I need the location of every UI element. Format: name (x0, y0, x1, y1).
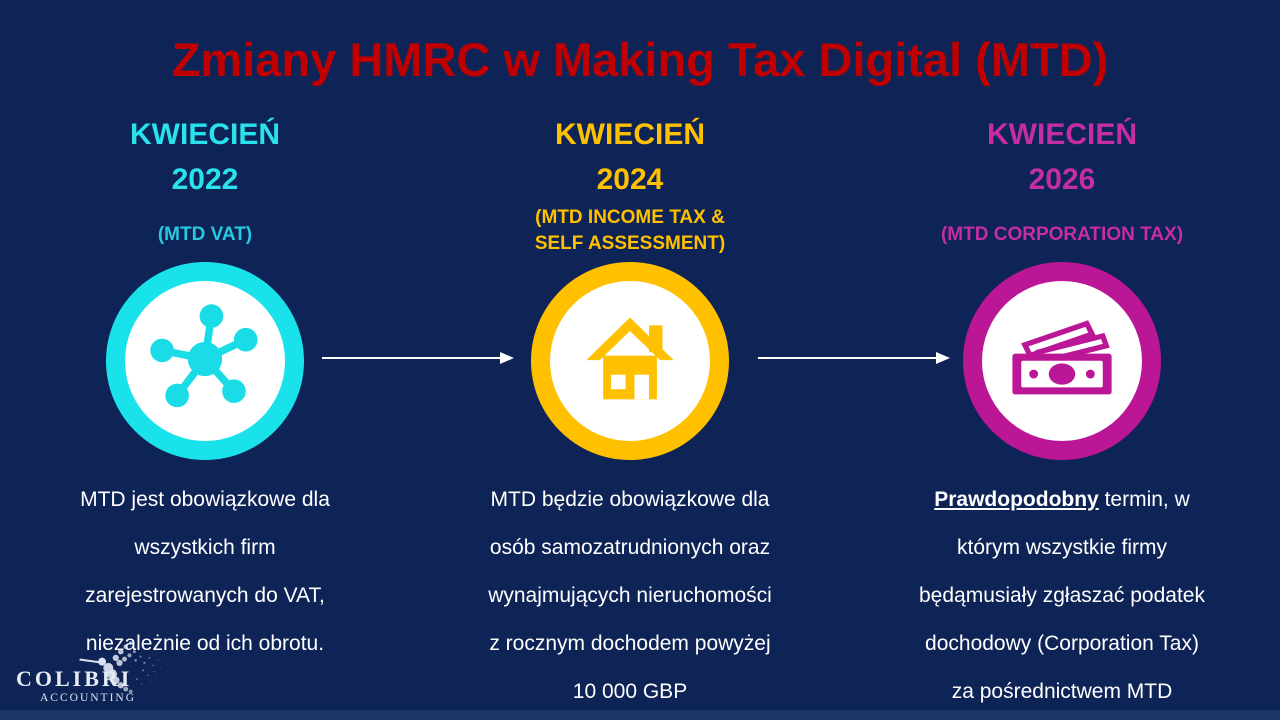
description-line: osób samozatrudnionych oraz (489, 536, 771, 559)
timeline-arrow-1 (322, 350, 514, 366)
network-hub-icon (146, 300, 264, 423)
footer-strip (0, 710, 1280, 720)
description-2022: MTD jest obowiązkowe dla wszystkich firm… (25, 476, 385, 668)
description-lead-bold: Prawdopodobny (934, 488, 1099, 511)
milestone-month: KWIECIEŃ (130, 118, 280, 151)
milestone-subtitle: (MTD CORPORATION TAX) (940, 224, 1184, 245)
description-2026: Prawdopodobny termin, w którym wszystkie… (882, 476, 1242, 716)
milestone-circle-2026 (963, 262, 1161, 460)
milestone-year: 2024 (596, 163, 664, 196)
description-line: za pośrednictwem MTD (951, 680, 1173, 703)
description-line: będąmusiały zgłaszać podatek (918, 584, 1205, 607)
description-2024: MTD będzie obowiązkowe dla osób samozatr… (450, 476, 810, 716)
milestone-subtitle-line: (MTD INCOME TAX & (535, 207, 725, 228)
timeline-arrow-2 (758, 350, 950, 366)
milestone-circle-2022 (106, 262, 304, 460)
description-line: 10 000 GBP (572, 680, 688, 703)
description-line: dochodowy (Corporation Tax) (925, 632, 1199, 655)
description-line: MTD będzie obowiązkowe dla (490, 488, 770, 511)
description-line: zarejestrowanych do VAT, (85, 584, 325, 607)
banknotes-icon (1000, 311, 1124, 412)
column-2026: KWIECIEŃ 2026 (MTD CORPORATION TAX) (882, 112, 1242, 248)
house-icon (574, 303, 686, 420)
description-line: którym wszystkie firmy (957, 536, 1167, 559)
column-2024: KWIECIEŃ 2024 (MTD INCOME TAX & SELF ASS… (450, 112, 810, 257)
milestone-month: KWIECIEŃ (987, 118, 1137, 151)
description-line: wynajmujących nieruchomości (488, 584, 772, 607)
description-line: wszystkich firm (134, 536, 276, 559)
milestone-year: 2026 (1028, 163, 1096, 196)
logo-subname: ACCOUNTING (40, 692, 137, 704)
colibri-accounting-logo: COLIBRI ACCOUNTING (14, 638, 184, 716)
description-line: Prawdopodobny termin, w (882, 476, 1242, 524)
milestone-subtitle-line: SELF ASSESSMENT) (534, 233, 726, 254)
description-lead-rest: termin, w (1098, 488, 1190, 511)
milestone-subtitle: (MTD VAT) (157, 224, 253, 245)
milestone-year: 2022 (171, 163, 239, 196)
milestone-month: KWIECIEŃ (555, 118, 705, 151)
column-2022: KWIECIEŃ 2022 (MTD VAT) (25, 112, 385, 248)
page-title: Zmiany HMRC w Making Tax Digital (MTD) (171, 33, 1109, 86)
hummingbird-logo-icon (72, 638, 172, 699)
logo-name: COLIBRI (16, 666, 133, 691)
milestone-circle-2024 (531, 262, 729, 460)
description-line: MTD jest obowiązkowe dla (80, 488, 330, 511)
description-line: z rocznym dochodem powyżej (489, 632, 771, 655)
milestone-subtitle: (MTD INCOME TAX & SELF ASSESSMENT) (450, 205, 810, 257)
description-line: niezależnie od ich obrotu. (85, 632, 325, 655)
